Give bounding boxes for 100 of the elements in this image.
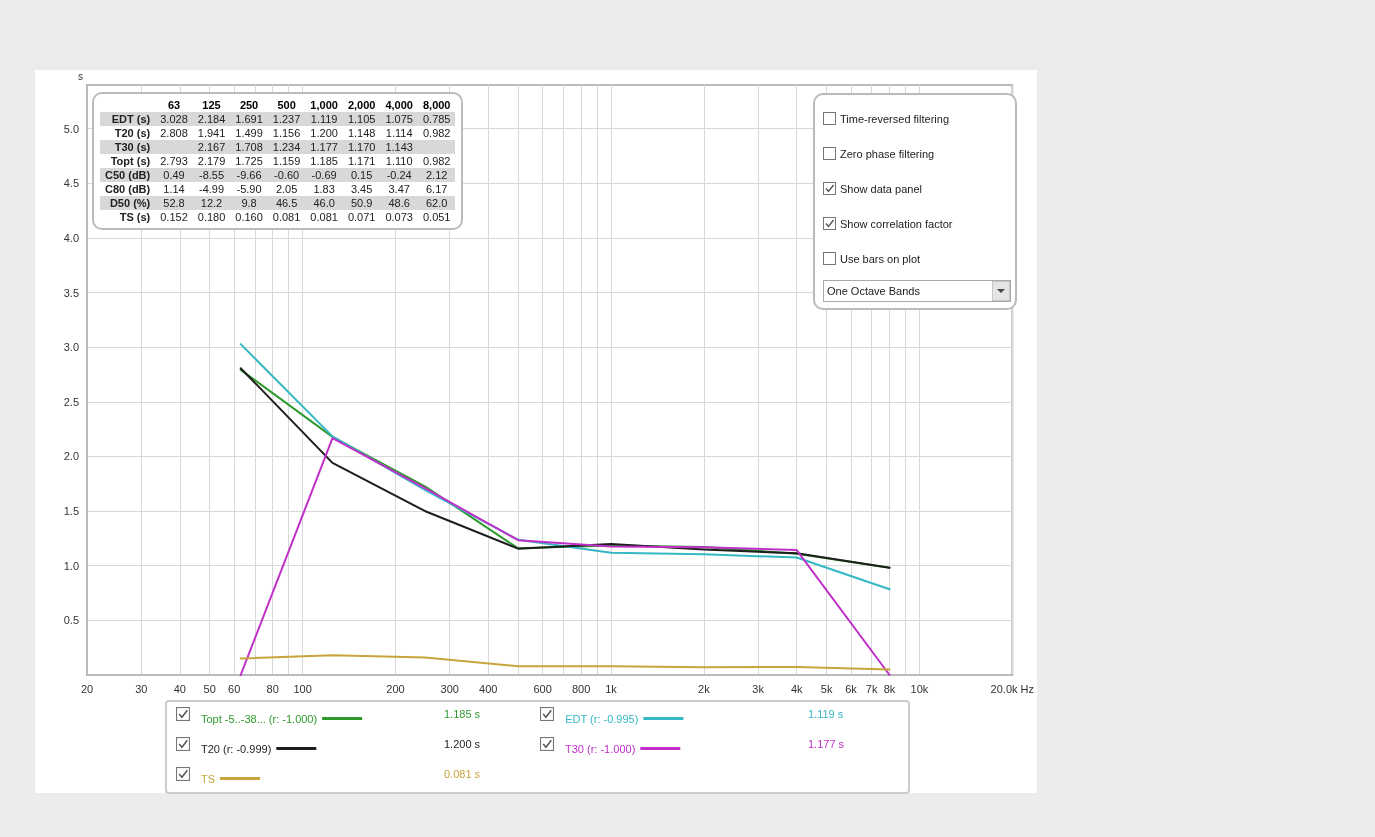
data-label: 1.159	[271, 154, 302, 168]
data-label: 0.15	[342, 168, 381, 182]
text: 1.185 s	[444, 707, 481, 720]
x-tick-label: 40	[173, 682, 186, 695]
data-label: 46.0	[305, 196, 343, 210]
data-label: 0.081	[309, 210, 339, 224]
series-label: D50 (%)	[100, 196, 156, 210]
category-label: 125	[201, 98, 222, 112]
data-label: 0.785	[417, 112, 456, 126]
text: Topt -5..-38... (r: -1.000)	[201, 712, 318, 725]
data-label: 1.185	[309, 154, 339, 168]
data-label: 1.499	[234, 126, 264, 140]
x-tick-label: 800	[571, 682, 591, 695]
text: TS (s)	[118, 210, 152, 224]
data-label: 0.051	[421, 210, 452, 224]
category-label: 250	[238, 98, 260, 112]
text: EDT (r: -0.995)	[565, 712, 639, 725]
category-label: 63	[166, 98, 182, 112]
x-tick-label: 20	[80, 682, 94, 695]
data-label: 9.8	[230, 196, 268, 210]
data-label: 1.156	[271, 126, 302, 140]
annotation: Show correlation factor	[840, 217, 953, 230]
series-label: EDT (s)	[100, 112, 156, 126]
x-tick-label: 3k	[752, 682, 765, 695]
category-label: 2,000	[346, 98, 377, 112]
data-label: 1.83	[312, 182, 336, 196]
data-label: 1.14	[162, 182, 186, 196]
category-label: 8,000	[421, 98, 452, 112]
data-label: 1.234	[267, 140, 306, 154]
line-series	[239, 654, 891, 671]
category-label: 4,000	[384, 98, 414, 112]
y-tick-label: 2.0	[63, 450, 79, 463]
data-label: 0.982	[421, 154, 452, 168]
data-label: 0.180	[196, 210, 227, 224]
x-tick-label: 1k	[605, 682, 618, 695]
y-tick-label: 2.5	[63, 395, 79, 408]
data-label: 3.47	[387, 182, 411, 196]
data-label: 0.982	[421, 126, 452, 140]
data-label: 1.177	[305, 140, 343, 154]
data-label: -5.90	[235, 182, 263, 196]
line-series	[239, 343, 891, 591]
x-tick-label: 10k	[910, 682, 929, 695]
data-label: 0.160	[234, 210, 264, 224]
y-tick-label: 3.0	[63, 341, 79, 354]
data-label: 48.6	[380, 196, 418, 210]
data-label: -4.99	[198, 182, 226, 196]
text: Topt (s)	[109, 154, 152, 168]
data-label: 1.148	[346, 126, 377, 140]
data-label: 1.075	[380, 112, 418, 126]
data-label: 62.0	[417, 196, 456, 210]
x-tick-label: 600	[533, 682, 552, 695]
data-label: 52.8	[155, 196, 193, 210]
data-label: 1.171	[346, 154, 377, 168]
x-tick-label: 400	[479, 682, 498, 695]
x-tick-label: 5k	[820, 682, 833, 695]
text: 1.200 s	[444, 737, 481, 750]
data-label: 1.941	[196, 126, 227, 140]
category-label: 1,000	[309, 98, 339, 112]
data-label: 1.110	[384, 154, 414, 168]
data-label: 1.170	[342, 140, 381, 154]
x-tick-label: 6k	[845, 682, 858, 695]
x-tick-label: 50	[203, 682, 216, 695]
y-tick-label: 5.0	[63, 122, 79, 135]
data-label: 1.119	[305, 112, 343, 126]
data-label: 46.5	[267, 196, 306, 210]
data-label: 2.793	[159, 154, 189, 168]
data-label: 6.17	[425, 182, 449, 196]
data-label: 0.49	[155, 168, 193, 182]
annotation: Show data panel	[840, 182, 922, 195]
x-tick-label: 4k	[790, 682, 804, 695]
data-label: -0.24	[380, 168, 418, 182]
y-tick-label: 4.0	[63, 231, 79, 244]
x-tick-label: 80	[266, 682, 279, 695]
x-tick-label: 7k	[865, 682, 878, 695]
data-label: 1.708	[230, 140, 268, 154]
data-label: 2.12	[417, 168, 456, 182]
text: 1.177 s	[808, 737, 845, 750]
y-tick-label: 1.0	[63, 559, 79, 572]
x-tick-label: 300	[440, 682, 459, 695]
data-label: 12.2	[192, 196, 231, 210]
annotation: Use bars on plot	[840, 252, 921, 265]
data-label: 1.237	[267, 112, 306, 126]
data-label: 3.028	[155, 112, 193, 126]
text: T30 (r: -1.000)	[564, 742, 636, 755]
x-tick-label: 100	[293, 682, 312, 695]
data-label: 2.179	[196, 154, 227, 168]
data-label: 2.808	[159, 126, 189, 140]
y-tick-label: 0.5	[63, 614, 79, 627]
data-label: 0.152	[159, 210, 189, 224]
x-tick-label: 200	[386, 682, 405, 695]
line-series	[239, 437, 891, 676]
data-label: 1.105	[342, 112, 381, 126]
data-label: 2.184	[192, 112, 231, 126]
data-label: 50.9	[342, 196, 381, 210]
data-label: 1.200	[309, 126, 339, 140]
data-label: -8.55	[192, 168, 231, 182]
data-label: 1.725	[234, 154, 264, 168]
x-tick-label: 8k	[883, 682, 896, 695]
legend-label: T30 (s)	[100, 140, 156, 154]
annotation: Time-reversed filtering	[840, 112, 950, 125]
